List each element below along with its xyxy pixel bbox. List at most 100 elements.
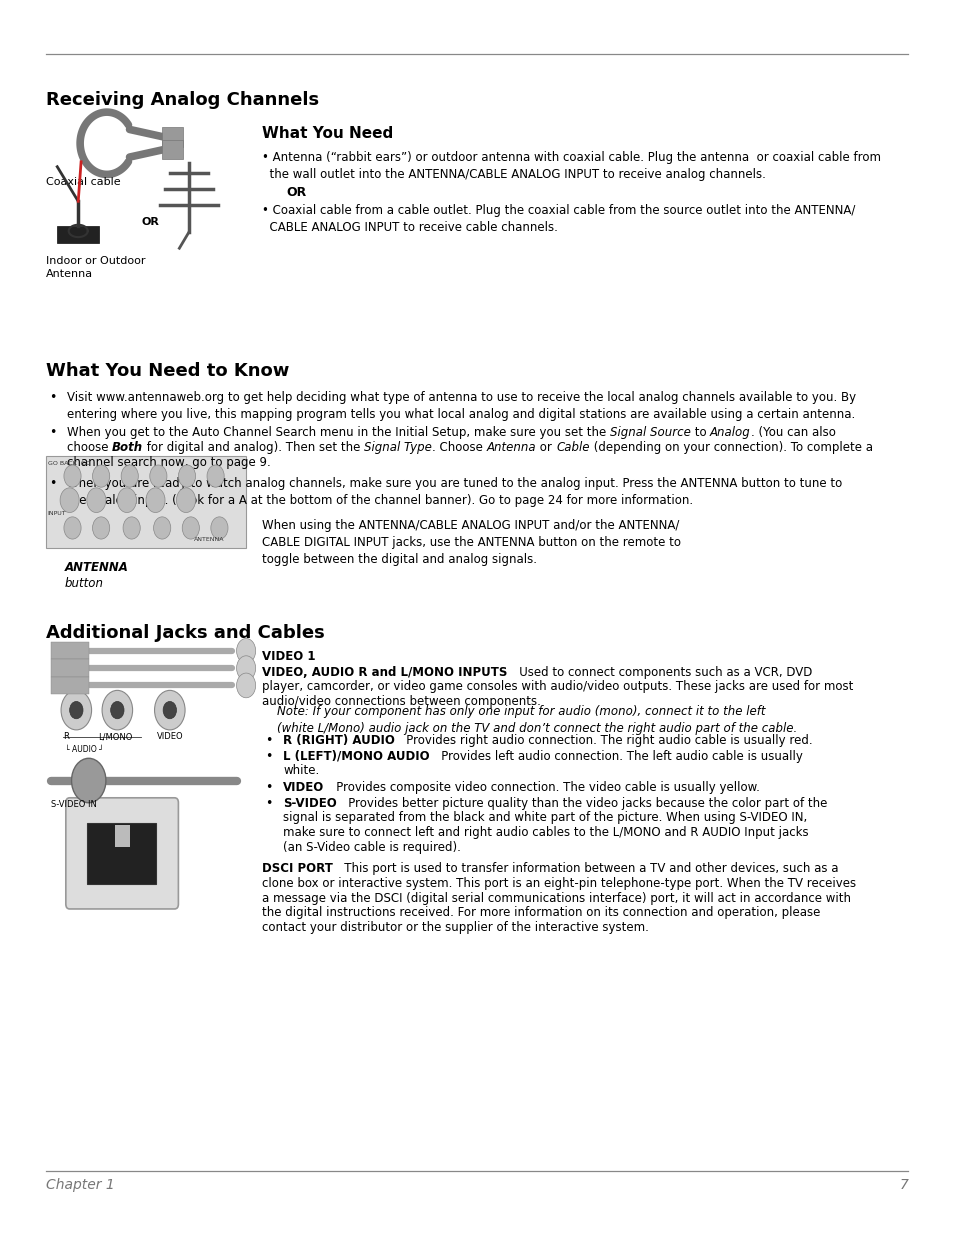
Text: contact your distributor or the supplier of the interactive system.: contact your distributor or the supplier… xyxy=(262,921,649,935)
Circle shape xyxy=(87,488,106,513)
Circle shape xyxy=(154,690,185,730)
Text: L (LEFT)/MONO AUDIO: L (LEFT)/MONO AUDIO xyxy=(283,750,430,763)
Text: VIDEO: VIDEO xyxy=(156,732,183,741)
Circle shape xyxy=(153,516,171,538)
Text: channel search now, go to page 9.: channel search now, go to page 9. xyxy=(67,456,271,469)
Text: player, camcorder, or video game consoles with audio/video outputs. These jacks : player, camcorder, or video game console… xyxy=(262,680,853,694)
Text: VIDEO, AUDIO R and L/MONO INPUTS: VIDEO, AUDIO R and L/MONO INPUTS xyxy=(262,666,507,679)
Circle shape xyxy=(117,488,136,513)
Bar xyxy=(51,677,89,694)
Circle shape xyxy=(111,701,124,719)
Text: button: button xyxy=(65,577,104,590)
Bar xyxy=(57,226,99,243)
Text: R: R xyxy=(63,732,69,741)
Bar xyxy=(162,127,183,147)
Text: Chapter 1: Chapter 1 xyxy=(46,1178,114,1192)
Text: •: • xyxy=(265,781,273,794)
Text: OR: OR xyxy=(141,217,159,227)
Bar xyxy=(162,140,183,159)
Text: Visit www.antennaweb.org to get help deciding what type of antenna to use to rec: Visit www.antennaweb.org to get help dec… xyxy=(67,391,855,421)
Text: • Antenna (“rabbit ears”) or outdoor antenna with coaxial cable. Plug the antenn: • Antenna (“rabbit ears”) or outdoor ant… xyxy=(262,151,881,180)
Text: clone box or interactive system. This port is an eight-pin telephone-type port. : clone box or interactive system. This po… xyxy=(262,877,856,890)
Circle shape xyxy=(182,516,199,538)
Text: When you get to the Auto Channel Search menu in the Initial Setup, make sure you: When you get to the Auto Channel Search … xyxy=(67,426,609,440)
Text: signal is separated from the black and white part of the picture. When using S-V: signal is separated from the black and w… xyxy=(283,811,807,825)
Text: GO BACK  CC: GO BACK CC xyxy=(48,461,90,466)
Text: •: • xyxy=(265,750,273,763)
Text: ANTENNA: ANTENNA xyxy=(65,561,129,574)
Text: •: • xyxy=(49,477,56,490)
Text: white.: white. xyxy=(283,764,319,778)
Text: to: to xyxy=(690,426,709,440)
Text: INPUT: INPUT xyxy=(48,511,67,516)
Text: VIDEO: VIDEO xyxy=(283,781,324,794)
Circle shape xyxy=(92,464,110,487)
Text: •: • xyxy=(265,797,273,810)
Text: What You Need to Know: What You Need to Know xyxy=(46,362,289,380)
Text: Provides right audio connection. The right audio cable is usually red.: Provides right audio connection. The rig… xyxy=(395,734,812,747)
FancyBboxPatch shape xyxy=(66,798,178,909)
Bar xyxy=(115,825,130,847)
Circle shape xyxy=(236,673,255,698)
Text: 7: 7 xyxy=(899,1178,907,1192)
Text: └ AUDIO ┘: └ AUDIO ┘ xyxy=(65,745,104,753)
Circle shape xyxy=(236,638,255,663)
Text: S-VIDEO: S-VIDEO xyxy=(283,797,336,810)
Circle shape xyxy=(71,758,106,803)
Bar xyxy=(51,659,89,677)
Circle shape xyxy=(92,516,110,538)
Text: Signal Type: Signal Type xyxy=(364,441,432,454)
Text: What You Need: What You Need xyxy=(262,126,394,141)
Circle shape xyxy=(178,464,195,487)
Circle shape xyxy=(150,464,167,487)
Text: VIDEO 1: VIDEO 1 xyxy=(262,650,315,663)
Text: make sure to connect left and right audio cables to the L/MONO and R AUDIO Input: make sure to connect left and right audi… xyxy=(283,826,808,840)
Circle shape xyxy=(236,656,255,680)
Text: DSCI PORT: DSCI PORT xyxy=(262,862,333,876)
Text: for digital and analog). Then set the: for digital and analog). Then set the xyxy=(143,441,364,454)
Circle shape xyxy=(123,516,140,538)
Text: the digital instructions received. For more information on its connection and op: the digital instructions received. For m… xyxy=(262,906,820,920)
Text: Provides left audio connection. The left audio cable is usually: Provides left audio connection. The left… xyxy=(430,750,802,763)
Text: S-VIDEO IN: S-VIDEO IN xyxy=(51,800,96,809)
Text: Used to connect components such as a VCR, DVD: Used to connect components such as a VCR… xyxy=(507,666,811,679)
Text: a message via the DSCI (digital serial communications interface) port, it will a: a message via the DSCI (digital serial c… xyxy=(262,892,850,905)
Text: or: or xyxy=(536,441,556,454)
Text: When using the ANTENNA/CABLE ANALOG INPUT and/or the ANTENNA/
CABLE DIGITAL INPU: When using the ANTENNA/CABLE ANALOG INPU… xyxy=(262,519,680,566)
Text: ANTENNA: ANTENNA xyxy=(193,537,224,542)
Circle shape xyxy=(121,464,138,487)
Text: Analog: Analog xyxy=(709,426,750,440)
Circle shape xyxy=(70,701,83,719)
Circle shape xyxy=(61,690,91,730)
Text: R (RIGHT) AUDIO: R (RIGHT) AUDIO xyxy=(283,734,395,747)
Circle shape xyxy=(176,488,195,513)
Text: Signal Source: Signal Source xyxy=(609,426,690,440)
Text: choose: choose xyxy=(67,441,112,454)
Text: Antenna: Antenna xyxy=(486,441,536,454)
Bar xyxy=(46,456,246,548)
Text: L/MONO: L/MONO xyxy=(98,732,132,741)
Text: Cable: Cable xyxy=(556,441,589,454)
Circle shape xyxy=(102,690,132,730)
Text: Note: If your component has only one input for audio (mono), connect it to the l: Note: If your component has only one inp… xyxy=(276,705,796,735)
Text: (an S-Video cable is required).: (an S-Video cable is required). xyxy=(283,841,460,855)
Text: This port is used to transfer information between a TV and other devices, such a: This port is used to transfer informatio… xyxy=(333,862,838,876)
Circle shape xyxy=(64,464,81,487)
Text: Coaxial cable: Coaxial cable xyxy=(46,177,120,186)
Circle shape xyxy=(207,464,224,487)
Text: . Choose: . Choose xyxy=(432,441,486,454)
Text: OR: OR xyxy=(286,186,306,200)
Circle shape xyxy=(146,488,165,513)
Bar xyxy=(87,823,156,884)
Text: (depending on your connection). To complete a: (depending on your connection). To compl… xyxy=(589,441,872,454)
Circle shape xyxy=(211,516,228,538)
Text: Provides better picture quality than the video jacks because the color part of t: Provides better picture quality than the… xyxy=(336,797,826,810)
Text: •: • xyxy=(49,391,56,405)
Circle shape xyxy=(163,701,176,719)
Text: •: • xyxy=(265,734,273,747)
Text: audio/video connections between components.: audio/video connections between componen… xyxy=(262,695,540,709)
Bar xyxy=(51,642,89,659)
Text: Indoor or Outdoor
Antenna: Indoor or Outdoor Antenna xyxy=(46,256,145,279)
Text: Additional Jacks and Cables: Additional Jacks and Cables xyxy=(46,624,324,642)
Text: •: • xyxy=(49,426,56,440)
